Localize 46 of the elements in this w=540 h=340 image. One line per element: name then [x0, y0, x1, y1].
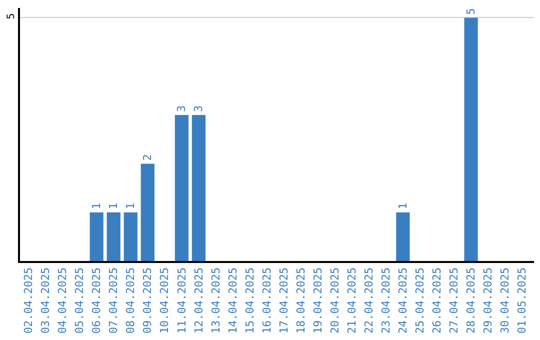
x-tick-label: 25.04.2025: [414, 267, 427, 334]
x-tick-label: 24.04.2025: [396, 267, 410, 334]
x-tick-label: 08.04.2025: [124, 267, 138, 334]
data-label: 3: [175, 105, 188, 112]
data-label: 1: [124, 202, 138, 210]
bar: [106, 212, 120, 261]
x-tick-label: 06.04.2025: [90, 267, 104, 334]
bar: [140, 164, 154, 261]
x-tick-label: 07.04.2025: [107, 267, 120, 334]
data-label: 2: [141, 154, 154, 161]
x-tick-label: 10.04.2025: [158, 267, 172, 334]
x-tick-label: 26.04.2025: [430, 267, 444, 334]
x-tick-label: 27.04.2025: [448, 267, 461, 334]
x-tick-label: 12.04.2025: [192, 267, 206, 334]
bar: [396, 212, 410, 261]
x-tick-label: 29.04.2025: [482, 267, 495, 334]
x-tick-label: 21.04.2025: [345, 267, 358, 334]
data-label: 1: [90, 202, 104, 210]
x-tick-label: 01.05.2025: [516, 267, 529, 334]
data-label: 1: [396, 202, 410, 210]
x-tick-label: 30.04.2025: [498, 267, 512, 334]
x-tick-label: 28.04.2025: [464, 267, 478, 334]
data-label: 5: [464, 8, 478, 15]
x-tick-label: 22.04.2025: [362, 267, 376, 334]
data-label: 1: [107, 202, 120, 210]
bar: [124, 212, 138, 261]
bar: [192, 115, 206, 261]
data-label: 3: [192, 105, 206, 112]
x-tick-label: 15.04.2025: [243, 267, 256, 334]
x-tick-label: 18.04.2025: [294, 267, 308, 334]
x-tick-label: 13.04.2025: [209, 267, 222, 334]
x-tick-label: 16.04.2025: [260, 267, 274, 334]
x-tick-label: 23.04.2025: [380, 267, 393, 334]
x-tick-label: 14.04.2025: [226, 267, 240, 334]
x-tick-label: 20.04.2025: [328, 267, 342, 334]
bar: [464, 18, 478, 261]
bar: [90, 212, 104, 261]
x-tick-label: 03.04.2025: [39, 267, 52, 334]
x-tick-label: 05.04.2025: [73, 267, 86, 334]
x-tick-label: 04.04.2025: [56, 267, 70, 334]
x-tick-label: 17.04.2025: [277, 267, 290, 334]
x-tick-label: 02.04.2025: [22, 267, 36, 334]
x-tick-label: 11.04.2025: [175, 267, 188, 334]
bar: [174, 115, 188, 261]
x-tick-label: 09.04.2025: [141, 267, 154, 334]
x-tick-label: 19.04.2025: [311, 267, 324, 334]
